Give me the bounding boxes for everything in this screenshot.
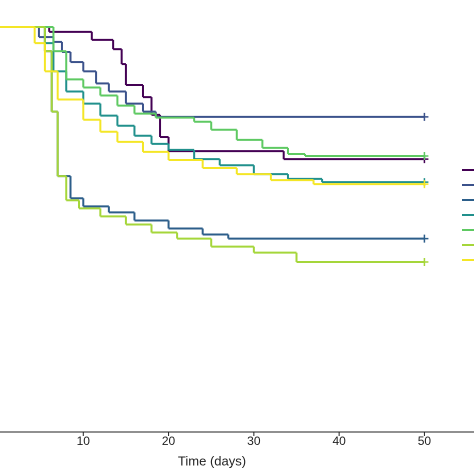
- x-tick-label: 40: [332, 434, 346, 448]
- censor-mark: [420, 234, 429, 243]
- x-tick-label: 30: [247, 434, 261, 448]
- censor-mark: [420, 180, 429, 189]
- x-tick-label: 50: [418, 434, 432, 448]
- x-axis-label: Time (days): [178, 453, 246, 468]
- x-tick-label: 10: [77, 434, 91, 448]
- censor-mark: [420, 257, 429, 266]
- x-tick-label: 20: [162, 434, 176, 448]
- censor-mark: [420, 112, 429, 121]
- censor-mark: [420, 151, 429, 160]
